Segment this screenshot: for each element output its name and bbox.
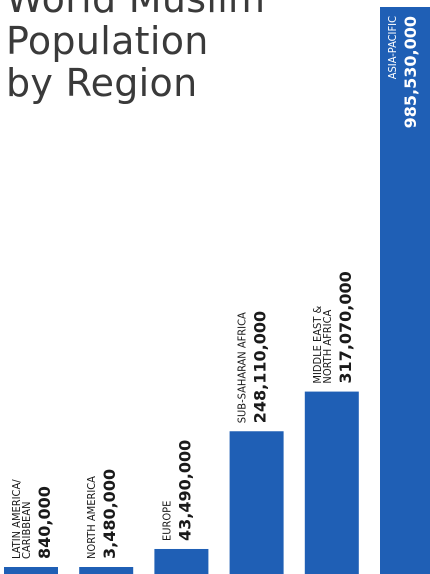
value-label-5: 985,530,000 [401, 16, 420, 128]
value-label-4: 317,070,000 [336, 271, 355, 383]
value-label-0: 840,000 [35, 486, 54, 559]
bar-5 [380, 7, 430, 574]
bar-label-group-1: NORTH AMERICA 3,480,000 [85, 469, 119, 559]
category-label-4-line1: NORTH AFRICA [321, 310, 334, 384]
bar-label-group-3: SUB-SAHARAN AFRICA 248,110,000 [236, 311, 270, 423]
chart-title: World Muslim Population by Region [6, 0, 265, 105]
category-label-2: EUROPE [160, 501, 173, 541]
value-label-1: 3,480,000 [100, 469, 119, 559]
bar-1 [79, 567, 134, 574]
bar-4 [304, 391, 359, 574]
bar-label-group-4: MIDDLE EAST &NORTH AFRICA 317,070,000 [311, 271, 355, 383]
value-label-3: 248,110,000 [251, 311, 270, 423]
category-label-5: ASIA-PACIFIC [386, 16, 399, 79]
bar-3 [229, 431, 284, 574]
value-label-2: 43,490,000 [175, 440, 194, 541]
bar-label-group-2: EUROPE 43,490,000 [160, 440, 194, 541]
category-label-0-line0: LATIN AMERICA/ [10, 479, 23, 559]
bar-label-group-0: LATIN AMERICA/CARIBBEAN 840,000 [10, 479, 54, 559]
bar-0 [4, 567, 58, 574]
category-label-0-line1: CARIBBEAN [20, 502, 33, 559]
category-label-4-line0: MIDDLE EAST & [311, 305, 324, 383]
category-label-3: SUB-SAHARAN AFRICA [236, 312, 249, 423]
bar-2 [154, 548, 209, 574]
bar-label-group-5: ASIA-PACIFIC 985,530,000 [386, 16, 420, 128]
category-label-1: NORTH AMERICA [85, 476, 98, 559]
